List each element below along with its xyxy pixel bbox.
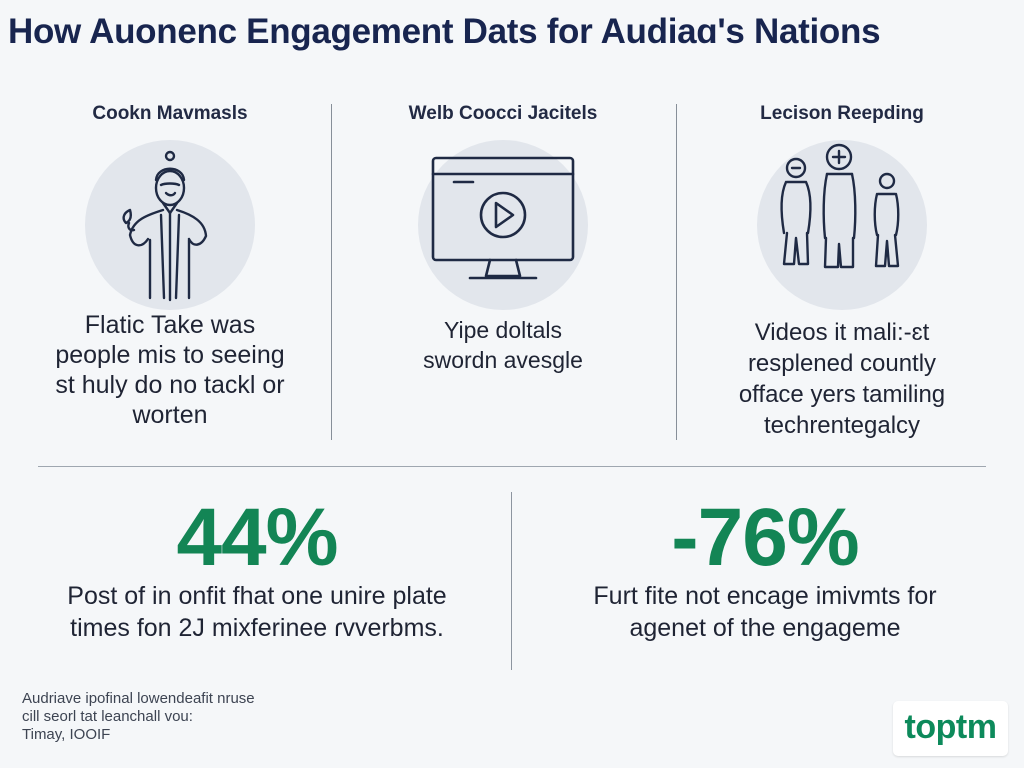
person-icon <box>122 150 208 302</box>
source-footnote: Audriave ipofinal lowendeafit nruse cill… <box>22 690 382 744</box>
icon-circle <box>757 140 927 310</box>
page-title: How Auonenc Engagement Dats for Audiaɑ's… <box>8 12 881 51</box>
column-body-line: offace yers tamiling <box>738 381 946 408</box>
stat-value: -76% <box>671 492 859 583</box>
group-icon <box>780 143 900 269</box>
column-2: Welb Coocci Jacitels Yipe doltals swordn… <box>353 100 653 445</box>
column-heading: Lecison Reepding <box>760 103 924 124</box>
column-divider <box>676 104 677 440</box>
footnote-line: Audriave ipofinal lowendeafit nruse <box>22 690 255 707</box>
column-body-line: worten <box>132 401 208 429</box>
icon-circle <box>85 140 255 310</box>
column-body-line: resplened countly <box>747 350 937 377</box>
stat-value: 44% <box>176 492 338 583</box>
column-heading: Cookn Mavmasls <box>92 103 248 124</box>
column-body: Flatic Take was people mis to seeing st … <box>20 310 320 430</box>
video-monitor-icon <box>431 156 575 280</box>
column-body-line: Yipe doltals <box>443 317 563 343</box>
footnote-line: Timay, IOOIF <box>22 726 111 743</box>
column-body-line: st huly do no tackl or <box>55 371 285 399</box>
column-1: Cookn Mavmasls <box>20 100 320 445</box>
column-body-line: Videos it mali:-ɛt <box>754 319 930 346</box>
stat-caption-line: times fon 2J mixferinee ɾvverbms. <box>70 614 444 642</box>
column-divider <box>331 104 332 440</box>
column-3: Lecison Reepding <box>692 100 992 445</box>
stats-divider <box>511 492 512 670</box>
column-body-line: techrentegalcy <box>763 412 921 439</box>
column-body-line: swordn avesgle <box>423 347 583 373</box>
column-heading: Welb Coocci Jacitels <box>408 103 598 124</box>
section-divider <box>38 466 986 467</box>
brand-logo-text: toptm <box>904 708 997 746</box>
stat-caption-line: Furt fite not encage imivmts for <box>593 582 937 610</box>
column-body: Yipe doltals swordn avesgle <box>353 315 653 375</box>
column-body-line: people mis to seeing <box>55 341 285 369</box>
stat-block-right: -76% Furt fite not encage imivmts for ag… <box>530 488 1000 644</box>
footnote-line: cill seorl tat leanchall vou: <box>22 708 193 725</box>
stat-caption: Furt fite not encage imivmts for agenet … <box>530 580 1000 644</box>
column-body: Videos it mali:-ɛt resplened countly off… <box>692 317 992 441</box>
column-body-line: Flatic Take was <box>84 311 256 339</box>
brand-logo: toptm <box>893 701 1008 756</box>
stat-block-left: 44% Post of in onfit fhat one unire plat… <box>22 488 492 644</box>
stat-caption-line: agenet of the engageme <box>629 614 901 642</box>
stat-caption: Post of in onfit fhat one unire plate ti… <box>22 580 492 644</box>
icon-circle <box>418 140 588 310</box>
stat-caption-line: Post of in onfit fhat one unire plate <box>67 582 447 610</box>
